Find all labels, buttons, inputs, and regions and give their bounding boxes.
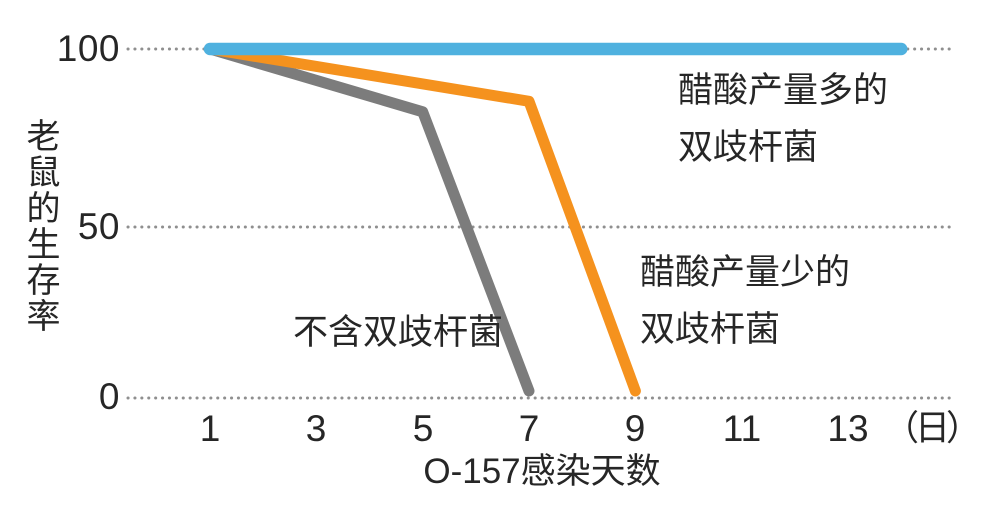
x-tick-13: 13 (827, 408, 869, 449)
series-label-no-bifido: 不含双歧杆菌 (293, 304, 503, 361)
y-tick-100: 100 (56, 28, 120, 69)
x-axis-title: O-157感染天数 (423, 452, 661, 491)
series-label-line: 醋酸产量少的 (640, 253, 851, 292)
series-label-high-acetate-bifido: 醋酸产量多的 双歧杆菌 (678, 62, 888, 176)
x-tick-7: 7 (518, 408, 540, 449)
x-tick-3: 3 (305, 408, 327, 449)
series-label-line: 双歧杆菌 (678, 128, 819, 167)
series-label-line: 醋酸产量多的 (678, 71, 889, 110)
x-tick-9: 9 (624, 408, 646, 449)
series-line-no-bifido (204, 43, 535, 397)
x-tick-5: 5 (412, 408, 434, 449)
y-axis-title: 老鼠的生存率 (21, 118, 59, 334)
x-tick-1: 1 (199, 408, 221, 449)
y-tick-50: 50 (77, 206, 120, 247)
y-tick-0: 0 (98, 376, 120, 417)
x-tick-11: 11 (722, 408, 762, 449)
series-label-line: 不含双歧杆菌 (293, 313, 504, 352)
x-axis-unit: （日） (884, 409, 981, 448)
series-label-low-acetate-bifido: 醋酸产量少的 双歧杆菌 (640, 244, 850, 358)
series-line-low-acetate-bifido (204, 43, 641, 397)
series-label-line: 双歧杆菌 (640, 310, 781, 349)
